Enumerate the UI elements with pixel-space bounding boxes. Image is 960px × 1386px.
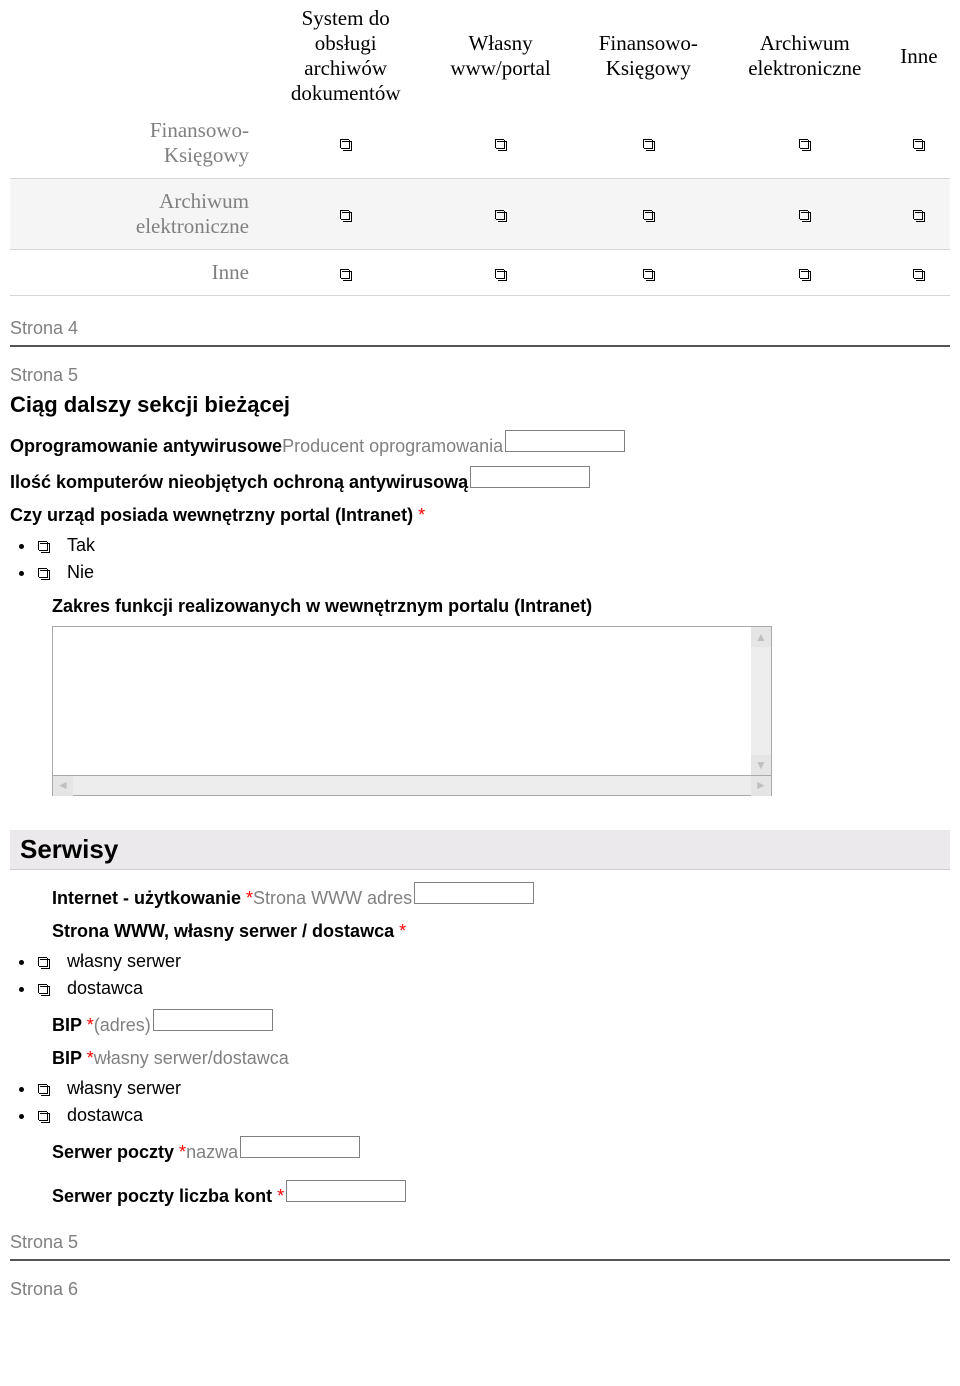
checkbox-icon xyxy=(36,566,51,581)
checkbox-icon xyxy=(36,1082,51,1097)
row-header: Inne xyxy=(10,250,265,296)
unprotected-count-input[interactable] xyxy=(470,466,590,488)
intranet-scope-label: Zakres funkcji realizowanych w wewnętrzn… xyxy=(52,596,592,616)
scroll-left-icon[interactable]: ◄ xyxy=(53,776,73,796)
mail-server-sub: nazwa xyxy=(186,1142,238,1162)
bip-server-sub: własny serwer/dostawca xyxy=(94,1048,289,1068)
required-asterisk: * xyxy=(246,888,253,908)
radio-option-provider[interactable]: dostawca xyxy=(36,978,950,999)
checkbox-icon[interactable] xyxy=(797,267,812,282)
radio-option-yes[interactable]: Tak xyxy=(36,535,950,556)
col-header: Inne xyxy=(888,4,950,108)
bip-addr-label: BIP xyxy=(52,1015,87,1035)
col-header: Archiwum elektroniczne xyxy=(722,4,888,108)
required-asterisk: * xyxy=(87,1048,94,1068)
mail-accounts-count-input[interactable] xyxy=(286,1180,406,1202)
radio-label: dostawca xyxy=(67,1105,143,1125)
divider xyxy=(10,1259,950,1261)
checkbox-icon[interactable] xyxy=(493,208,508,223)
radio-option-provider[interactable]: dostawca xyxy=(36,1105,950,1126)
checkbox-icon[interactable] xyxy=(338,137,353,152)
internet-sub: Strona WWW adres xyxy=(253,888,412,908)
checkbox-icon[interactable] xyxy=(911,208,926,223)
radio-option-own-server[interactable]: własny serwer xyxy=(36,1078,950,1099)
table-row: Inne xyxy=(10,250,950,296)
radio-label: dostawca xyxy=(67,978,143,998)
required-asterisk: * xyxy=(277,1186,284,1206)
table-row: Finansowo- Księgowy xyxy=(10,108,950,179)
checkbox-icon[interactable] xyxy=(641,208,656,223)
serwisy-heading: Serwisy xyxy=(10,830,950,870)
table-row: Archiwum elektroniczne xyxy=(10,179,950,250)
checkbox-icon xyxy=(36,982,51,997)
row-header: Archiwum elektroniczne xyxy=(10,179,265,250)
bip-address-input[interactable] xyxy=(153,1009,273,1031)
checkbox-icon[interactable] xyxy=(797,208,812,223)
vertical-scrollbar[interactable]: ▲ ▼ xyxy=(751,627,771,775)
scroll-up-icon[interactable]: ▲ xyxy=(751,627,771,647)
intranet-radio-group: Tak Nie xyxy=(10,535,950,583)
radio-label: własny serwer xyxy=(67,1078,181,1098)
radio-option-own-server[interactable]: własny serwer xyxy=(36,951,950,972)
col-header: Własny www/portal xyxy=(426,4,575,108)
mail-server-name-input[interactable] xyxy=(240,1136,360,1158)
horizontal-scrollbar[interactable]: ◄ ► xyxy=(52,776,772,796)
checkbox-icon xyxy=(36,1109,51,1124)
page-marker-5-top: Strona 5 xyxy=(10,365,950,386)
mail-server-label: Serwer poczty xyxy=(52,1142,179,1162)
page-marker-5-bottom: Strona 5 xyxy=(10,1232,950,1253)
www-server-radio-group: własny serwer dostawca xyxy=(10,951,950,999)
checkbox-icon xyxy=(36,539,51,554)
checkbox-icon[interactable] xyxy=(797,137,812,152)
radio-label: Tak xyxy=(67,535,95,555)
intranet-scope-textarea-wrap: ▲ ▼ ◄ ► xyxy=(52,626,772,796)
bip-addr-sub: (adres) xyxy=(94,1015,151,1035)
checkbox-icon xyxy=(36,955,51,970)
row-header: Finansowo- Księgowy xyxy=(10,108,265,179)
required-asterisk: * xyxy=(418,505,425,525)
col-header: Finansowo- Księgowy xyxy=(575,4,722,108)
radio-label: Nie xyxy=(67,562,94,582)
checkbox-icon[interactable] xyxy=(493,137,508,152)
scroll-down-icon[interactable]: ▼ xyxy=(751,755,771,775)
bip-server-radio-group: własny serwer dostawca xyxy=(10,1078,950,1126)
antivirus-sub: Producent oprogramowania xyxy=(282,436,503,456)
checkbox-icon[interactable] xyxy=(338,208,353,223)
required-asterisk: * xyxy=(179,1142,186,1162)
antivirus-producer-input[interactable] xyxy=(505,430,625,452)
required-asterisk: * xyxy=(399,921,406,941)
checkbox-icon[interactable] xyxy=(338,267,353,282)
divider xyxy=(10,345,950,347)
section-title: Ciąg dalszy sekcji bieżącej xyxy=(10,392,950,418)
mail-accounts-label: Serwer poczty liczba kont xyxy=(52,1186,277,1206)
unprotected-label: Ilość komputerów nieobjętych ochroną ant… xyxy=(10,472,468,492)
required-asterisk: * xyxy=(87,1015,94,1035)
intranet-scope-textarea[interactable]: ▲ ▼ xyxy=(52,626,772,776)
antivirus-label: Oprogramowanie antywirusowe xyxy=(10,436,282,456)
radio-option-no[interactable]: Nie xyxy=(36,562,950,583)
intranet-question-label: Czy urząd posiada wewnętrzny portal (Int… xyxy=(10,505,418,525)
bip-server-label: BIP xyxy=(52,1048,87,1068)
checkbox-icon[interactable] xyxy=(641,137,656,152)
radio-label: własny serwer xyxy=(67,951,181,971)
internet-label: Internet - użytkowanie xyxy=(52,888,246,908)
checkbox-icon[interactable] xyxy=(493,267,508,282)
page-marker-6: Strona 6 xyxy=(10,1279,950,1300)
integration-matrix-table: System do obsługi archiwów dokumentów Wł… xyxy=(10,4,950,296)
col-header: System do obsługi archiwów dokumentów xyxy=(265,4,426,108)
scroll-right-icon[interactable]: ► xyxy=(751,776,771,796)
checkbox-icon[interactable] xyxy=(911,137,926,152)
page-marker-4: Strona 4 xyxy=(10,318,950,339)
www-server-label: Strona WWW, własny serwer / dostawca xyxy=(52,921,399,941)
www-address-input[interactable] xyxy=(414,882,534,904)
checkbox-icon[interactable] xyxy=(641,267,656,282)
checkbox-icon[interactable] xyxy=(911,267,926,282)
